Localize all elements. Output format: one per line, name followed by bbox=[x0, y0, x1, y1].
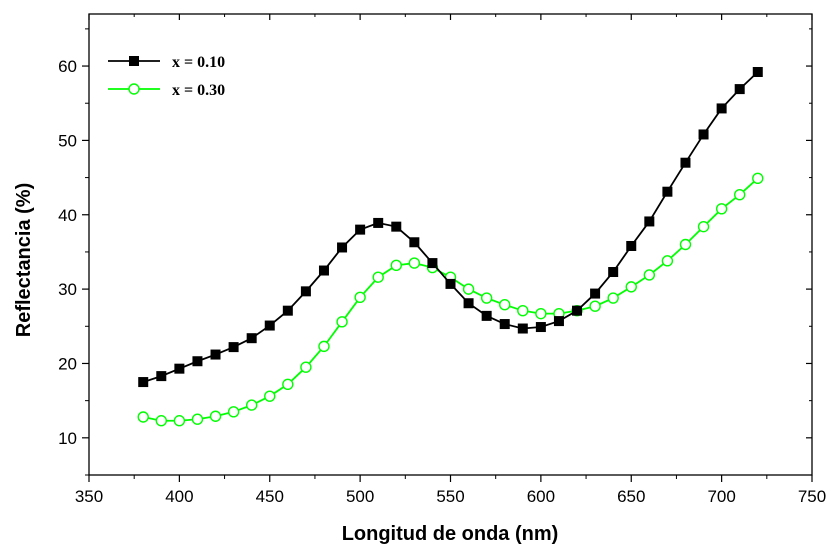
data-point bbox=[715, 203, 728, 215]
data-point bbox=[409, 237, 420, 248]
x-tick-label: 550 bbox=[436, 487, 464, 506]
x-tick-label: 600 bbox=[527, 487, 555, 506]
data-point bbox=[607, 292, 619, 304]
data-point bbox=[662, 186, 673, 197]
data-point bbox=[608, 267, 619, 278]
data-point bbox=[300, 361, 312, 373]
data-point bbox=[318, 265, 329, 276]
x-tick-label: 750 bbox=[798, 487, 826, 506]
data-point bbox=[752, 172, 764, 185]
data-point bbox=[138, 377, 149, 388]
data-point bbox=[679, 238, 692, 251]
data-point bbox=[355, 224, 366, 235]
data-point bbox=[245, 399, 258, 411]
series-1 bbox=[138, 66, 763, 388]
data-point bbox=[337, 242, 348, 253]
data-point bbox=[282, 378, 294, 390]
y-tick-label: 40 bbox=[58, 206, 77, 225]
series-line bbox=[142, 71, 759, 383]
data-point bbox=[391, 221, 402, 232]
y-axis-title: Reflectancia (%) bbox=[13, 183, 35, 338]
data-point bbox=[734, 84, 745, 95]
data-point bbox=[264, 320, 275, 331]
data-point bbox=[282, 305, 293, 316]
y-tick-label: 60 bbox=[58, 57, 77, 76]
data-point bbox=[517, 323, 528, 334]
legend-marker bbox=[129, 56, 139, 66]
data-point bbox=[336, 316, 348, 328]
data-point bbox=[373, 217, 384, 228]
legend-label: x = 0.30 bbox=[172, 82, 225, 99]
data-point bbox=[589, 300, 601, 312]
data-point bbox=[228, 342, 239, 353]
data-point bbox=[155, 415, 168, 427]
data-point bbox=[553, 316, 564, 327]
data-point bbox=[626, 240, 637, 251]
x-tick-label: 450 bbox=[256, 487, 284, 506]
data-point bbox=[191, 413, 204, 425]
data-point bbox=[264, 390, 276, 402]
data-point bbox=[517, 304, 529, 317]
data-point bbox=[462, 283, 475, 295]
y-tick-label: 50 bbox=[58, 131, 77, 150]
data-point bbox=[463, 298, 474, 309]
data-point bbox=[572, 305, 583, 316]
data-point bbox=[246, 333, 257, 344]
y-tick-label: 10 bbox=[58, 429, 77, 448]
legend: x = 0.10 x = 0.30 bbox=[108, 54, 225, 99]
data-point bbox=[698, 129, 709, 140]
data-point bbox=[354, 291, 366, 303]
data-point bbox=[535, 307, 547, 320]
data-point bbox=[227, 406, 240, 418]
data-point bbox=[661, 255, 674, 267]
data-point bbox=[209, 410, 222, 422]
x-axis-title: Longitud de onda (nm) bbox=[342, 523, 559, 545]
x-tick-label: 350 bbox=[75, 487, 103, 506]
data-point bbox=[210, 349, 221, 360]
data-point bbox=[752, 66, 763, 77]
data-point bbox=[480, 292, 493, 304]
data-point bbox=[499, 319, 510, 330]
x-tick-label: 400 bbox=[165, 487, 193, 506]
data-point bbox=[590, 288, 601, 299]
data-point bbox=[481, 310, 492, 321]
data-point bbox=[625, 281, 637, 293]
data-point bbox=[173, 415, 186, 427]
data-point bbox=[427, 258, 438, 269]
data-point bbox=[643, 269, 656, 281]
legend-item: x = 0.10 bbox=[108, 54, 225, 71]
data-point bbox=[372, 271, 384, 283]
data-point bbox=[644, 216, 655, 227]
data-point bbox=[499, 299, 511, 311]
x-tick-label: 500 bbox=[346, 487, 374, 506]
x-tick-label: 700 bbox=[707, 487, 735, 506]
y-tick-label: 30 bbox=[58, 280, 77, 299]
data-point bbox=[174, 363, 185, 374]
data-point bbox=[390, 259, 402, 272]
series-2 bbox=[137, 172, 764, 427]
data-point bbox=[697, 220, 710, 233]
data-point bbox=[408, 257, 421, 269]
legend-item: x = 0.30 bbox=[108, 82, 225, 99]
data-point bbox=[680, 157, 691, 168]
x-tick-label: 650 bbox=[617, 487, 645, 506]
data-point bbox=[300, 286, 311, 297]
legend-marker bbox=[128, 83, 140, 95]
data-point bbox=[445, 278, 456, 289]
y-tick-label: 20 bbox=[58, 354, 77, 373]
data-point bbox=[192, 356, 203, 367]
data-point bbox=[734, 188, 746, 201]
data-point bbox=[156, 371, 167, 382]
data-point bbox=[535, 322, 546, 333]
series-line bbox=[143, 177, 759, 422]
data-point bbox=[318, 340, 330, 353]
data-point bbox=[716, 103, 727, 114]
data-point bbox=[137, 411, 149, 423]
legend-label: x = 0.10 bbox=[172, 54, 225, 71]
